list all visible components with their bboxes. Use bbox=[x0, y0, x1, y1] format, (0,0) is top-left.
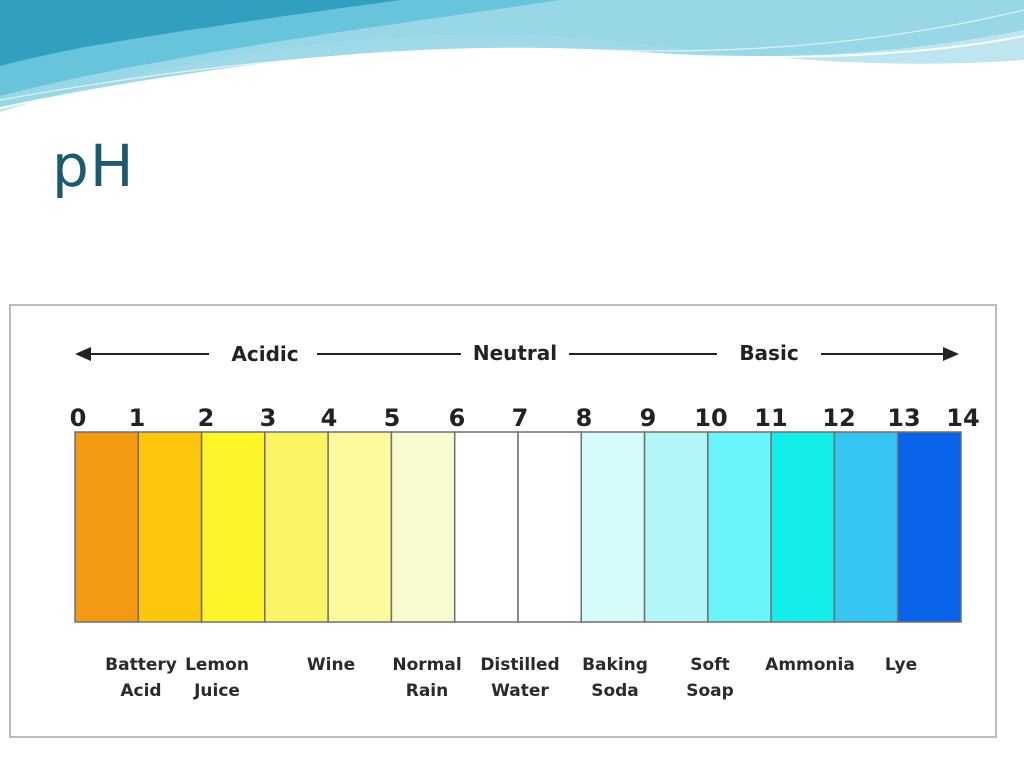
ph-number-7: 7 bbox=[512, 404, 529, 432]
ph-color-bar bbox=[74, 431, 962, 623]
ph-number-row: 0 1 2 3 4 5 6 7 8 9 10 11 12 13 14 bbox=[70, 404, 980, 432]
acidic-label: Acidic bbox=[231, 342, 298, 366]
ph-number-5: 5 bbox=[384, 404, 401, 432]
substance-label-line: Wine bbox=[307, 655, 355, 675]
ph-number-12: 12 bbox=[822, 404, 855, 432]
ph-number-4: 4 bbox=[321, 404, 338, 432]
ph-scale-figure: Acidic Neutral Basic 0 1 2 3 4 5 6 7 8 9 10 11 12 13 1… bbox=[9, 304, 997, 738]
ph-band-1 bbox=[137, 431, 203, 623]
ph-band-3 bbox=[264, 431, 329, 623]
substance-label-line: Normal bbox=[392, 655, 461, 675]
substance-label-line: Soft bbox=[690, 655, 729, 675]
ph-number-2: 2 bbox=[198, 404, 215, 432]
ph-number-3: 3 bbox=[260, 404, 277, 432]
ph-number-8: 8 bbox=[576, 404, 593, 432]
right-arrow-icon bbox=[943, 347, 959, 361]
ph-band-0 bbox=[74, 431, 140, 623]
substance-label-line: Acid bbox=[120, 681, 161, 701]
ph-band-7 bbox=[517, 431, 583, 623]
ph-number-0: 0 bbox=[70, 404, 87, 432]
ph-band-11 bbox=[770, 431, 836, 623]
substance-label-line: Soap bbox=[686, 681, 734, 701]
ph-number-9: 9 bbox=[640, 404, 657, 432]
ph-band-4 bbox=[327, 431, 393, 623]
ph-band-5 bbox=[390, 431, 456, 623]
substance-labels: Battery Acid Lemon Juice Wine Normal Rain Disti… bbox=[105, 655, 917, 701]
ph-number-14: 14 bbox=[946, 404, 979, 432]
ph-number-13: 13 bbox=[887, 404, 920, 432]
substance-label-line: Battery bbox=[105, 655, 177, 675]
substance-label-line: Lemon bbox=[185, 655, 249, 675]
neutral-label: Neutral bbox=[473, 341, 557, 365]
ph-scale-diagram: Acidic Neutral Basic 0 1 2 3 4 5 6 7 8 9 10 11 12 13 1… bbox=[70, 341, 980, 701]
ph-number-10: 10 bbox=[694, 404, 727, 432]
substance-label-line: Juice bbox=[193, 681, 240, 701]
ph-band-2 bbox=[200, 431, 266, 623]
ph-band-13 bbox=[896, 431, 962, 623]
slide-title: pH bbox=[52, 132, 135, 200]
substance-label-line: Water bbox=[491, 681, 549, 701]
ph-number-1: 1 bbox=[129, 404, 146, 432]
scale-direction-row: Acidic Neutral Basic bbox=[75, 341, 959, 366]
ph-number-6: 6 bbox=[449, 404, 466, 432]
substance-label-line: Rain bbox=[406, 681, 449, 701]
basic-label: Basic bbox=[739, 341, 798, 365]
ph-band-9 bbox=[643, 431, 709, 623]
decorative-wave-header bbox=[0, 0, 1024, 112]
substance-label-line: Baking bbox=[582, 655, 648, 675]
substance-label-line: Soda bbox=[591, 681, 639, 701]
substance-label-line: Lye bbox=[885, 655, 917, 675]
ph-band-8 bbox=[580, 431, 646, 623]
ph-number-11: 11 bbox=[754, 404, 787, 432]
substance-label-line: Ammonia bbox=[765, 655, 855, 675]
ph-band-6 bbox=[453, 431, 519, 623]
ph-band-12 bbox=[833, 431, 899, 623]
left-arrow-icon bbox=[75, 347, 91, 361]
ph-band-10 bbox=[707, 431, 772, 623]
substance-label-line: Distilled bbox=[480, 655, 559, 675]
